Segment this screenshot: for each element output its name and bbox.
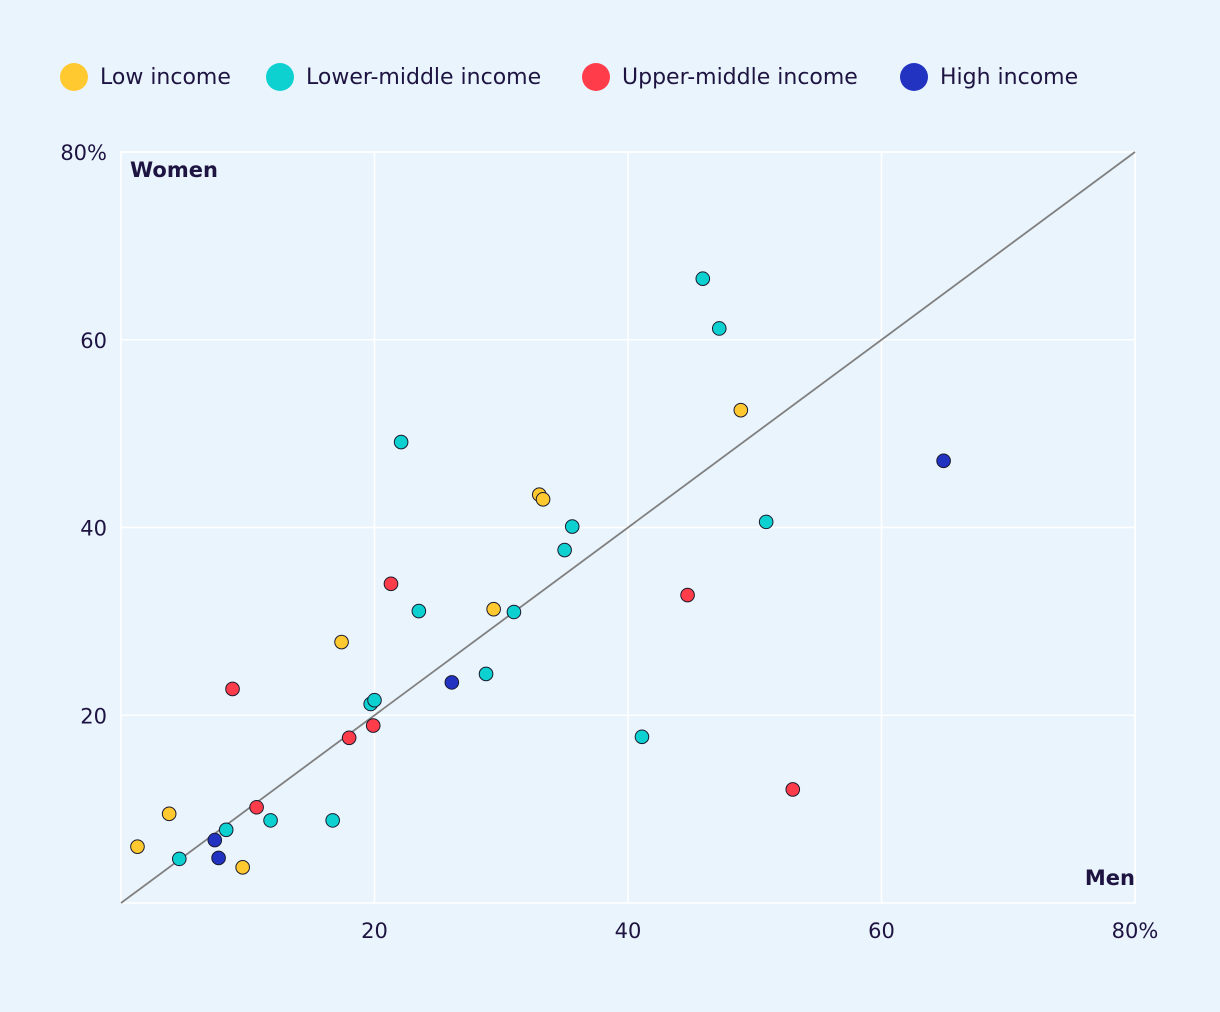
- data-point: [367, 692, 382, 708]
- data-point: [225, 681, 240, 697]
- y-tick-label: 80%: [60, 141, 107, 165]
- equality-line: [120, 151, 1136, 904]
- data-point: [172, 851, 187, 867]
- legend-label: Lower-middle income: [306, 65, 541, 90]
- legend-swatch: [266, 63, 294, 91]
- y-tick-label: 20: [80, 704, 107, 728]
- data-point: [334, 634, 349, 650]
- data-point: [130, 839, 145, 854]
- data-point: [711, 321, 727, 336]
- data-point: [341, 730, 357, 746]
- data-point: [758, 514, 774, 530]
- data-point: [564, 519, 580, 534]
- legend: Low income Lower-middle income Upper-middl…: [60, 63, 1078, 91]
- legend-label: High income: [940, 65, 1078, 90]
- legend-item: Lower-middle income: [266, 63, 541, 91]
- data-point: [207, 832, 223, 848]
- data-point: [486, 601, 501, 617]
- data-point: [411, 603, 427, 619]
- y-tick-label: 60: [80, 329, 107, 353]
- legend-item: High income: [900, 63, 1078, 91]
- data-point: [634, 729, 650, 745]
- x-axis-title: Men: [1085, 866, 1135, 890]
- data-points: [130, 271, 951, 875]
- data-point: [249, 799, 264, 815]
- legend-swatch: [60, 63, 88, 91]
- legend-label: Low income: [100, 65, 231, 90]
- y-tick-label: 40: [80, 517, 107, 541]
- data-point: [478, 666, 494, 682]
- data-point: [218, 822, 234, 838]
- legend-swatch: [900, 63, 928, 91]
- data-point: [325, 813, 340, 828]
- legend-label: Upper-middle income: [622, 65, 858, 90]
- data-point: [695, 271, 711, 287]
- data-point: [733, 402, 749, 418]
- legend-item: Upper-middle income: [582, 63, 858, 91]
- data-point: [383, 576, 399, 592]
- grid: [120, 151, 1136, 904]
- data-point: [506, 604, 522, 620]
- reference-line: [120, 151, 1136, 904]
- data-point: [535, 492, 551, 507]
- x-tick-label: 80%: [1112, 919, 1159, 943]
- data-point: [365, 718, 381, 733]
- data-point: [235, 860, 250, 875]
- data-point: [785, 782, 801, 797]
- data-point: [444, 675, 460, 690]
- data-point: [557, 542, 572, 558]
- legend-item: Low income: [60, 63, 231, 91]
- data-point: [936, 453, 951, 469]
- x-tick-label: 60: [868, 919, 895, 943]
- data-point: [680, 587, 695, 603]
- axes: 20 40 60 80% 20 40 60 80%: [60, 141, 1158, 943]
- y-axis-title: Women: [130, 158, 218, 182]
- data-point: [211, 850, 226, 866]
- data-point: [393, 434, 409, 450]
- data-point: [161, 806, 177, 822]
- x-tick-label: 20: [361, 919, 388, 943]
- data-point: [263, 813, 278, 828]
- x-tick-label: 40: [615, 919, 642, 943]
- legend-swatch: [582, 63, 610, 91]
